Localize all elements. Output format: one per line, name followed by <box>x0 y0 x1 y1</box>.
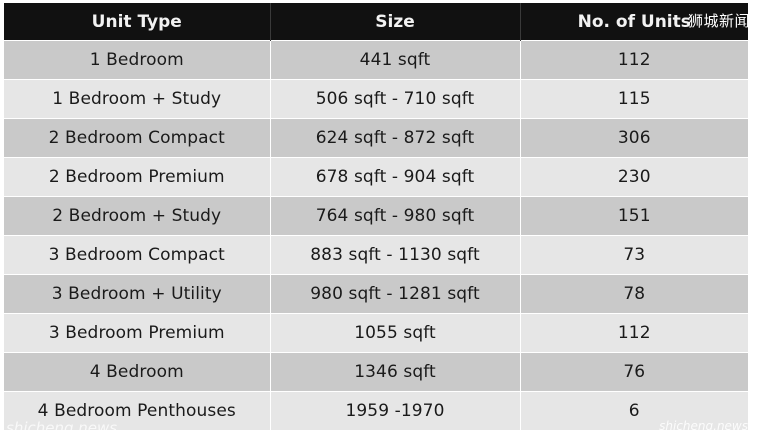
cell-size: 624 sqft - 872 sqft <box>270 118 521 158</box>
cell-size: 506 sqft - 710 sqft <box>270 79 521 119</box>
cell-unit-type: 3 Bedroom Premium <box>4 313 271 353</box>
cell-size: 764 sqft - 980 sqft <box>270 196 521 236</box>
watermark-bottom-left: shicheng.news <box>6 419 118 437</box>
header-unit-type: Unit Type <box>4 3 271 41</box>
cell-no-of-units: 73 <box>520 235 748 275</box>
table-row: 3 Bedroom + Utility 980 sqft - 1281 sqft 7… <box>4 274 748 314</box>
table-row: 4 Bedroom Penthouses 1959 -1970 6 <box>4 391 748 430</box>
watermark-bottom-right: shicheng.news <box>659 419 748 433</box>
cell-unit-type: 3 Bedroom Compact <box>4 235 271 275</box>
table-row: 3 Bedroom Premium 1055 sqft 112 <box>4 313 748 353</box>
watermark-top-right: 狮城新闻 <box>687 12 750 30</box>
header-size: Size <box>270 3 521 41</box>
cell-unit-type: 2 Bedroom Premium <box>4 157 271 197</box>
table-row: 2 Bedroom Premium 678 sqft - 904 sqft 230 <box>4 157 748 197</box>
table-row: 4 Bedroom 1346 sqft 76 <box>4 352 748 392</box>
cell-size: 883 sqft - 1130 sqft <box>270 235 521 275</box>
table-row: 1 Bedroom + Study 506 sqft - 710 sqft 115 <box>4 79 748 119</box>
cell-unit-type: 1 Bedroom + Study <box>4 79 271 119</box>
table-row: 2 Bedroom Compact 624 sqft - 872 sqft 306 <box>4 118 748 158</box>
cell-no-of-units: 76 <box>520 352 748 392</box>
cell-size: 980 sqft - 1281 sqft <box>270 274 521 314</box>
cell-unit-type: 2 Bedroom + Study <box>4 196 271 236</box>
table-row: 1 Bedroom 441 sqft 112 <box>4 40 748 80</box>
cell-unit-type: 2 Bedroom Compact <box>4 118 271 158</box>
cell-unit-type: 4 Bedroom Penthouses <box>4 391 271 430</box>
cell-no-of-units: 230 <box>520 157 748 197</box>
cell-no-of-units: 112 <box>520 313 748 353</box>
cell-size: 441 sqft <box>270 40 521 80</box>
cell-size: 678 sqft - 904 sqft <box>270 157 521 197</box>
table-header-row: Unit Type Size No. of Units <box>4 3 748 41</box>
cell-size: 1055 sqft <box>270 313 521 353</box>
cell-unit-type: 4 Bedroom <box>4 352 271 392</box>
table-row: 3 Bedroom Compact 883 sqft - 1130 sqft 73 <box>4 235 748 275</box>
cell-size: 1959 -1970 <box>270 391 521 430</box>
cell-no-of-units: 6 <box>520 391 748 430</box>
table-row: 2 Bedroom + Study 764 sqft - 980 sqft 151 <box>4 196 748 236</box>
cell-no-of-units: 306 <box>520 118 748 158</box>
cell-no-of-units: 151 <box>520 196 748 236</box>
unit-mix-table: Unit Type Size No. of Units 1 Bedroom 441… <box>4 3 748 430</box>
unit-table-container: Unit Type Size No. of Units 1 Bedroom 441… <box>4 3 748 430</box>
cell-unit-type: 3 Bedroom + Utility <box>4 274 271 314</box>
cell-size: 1346 sqft <box>270 352 521 392</box>
cell-no-of-units: 112 <box>520 40 748 80</box>
cell-no-of-units: 78 <box>520 274 748 314</box>
header-no-of-units: No. of Units <box>520 3 748 41</box>
cell-unit-type: 1 Bedroom <box>4 40 271 80</box>
cell-no-of-units: 115 <box>520 79 748 119</box>
